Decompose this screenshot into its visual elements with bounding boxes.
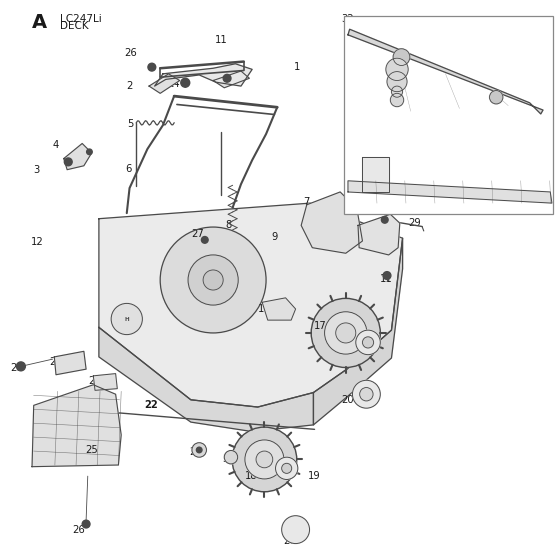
Circle shape [232, 427, 297, 492]
Bar [344, 16, 553, 214]
Text: 2: 2 [127, 81, 133, 91]
Circle shape [352, 380, 380, 408]
Circle shape [223, 74, 231, 82]
Text: 1: 1 [293, 62, 300, 72]
Text: 5: 5 [128, 119, 134, 129]
Polygon shape [99, 328, 314, 432]
Text: 22: 22 [144, 400, 157, 410]
Circle shape [386, 58, 408, 81]
Text: 16: 16 [258, 304, 271, 314]
Text: 33: 33 [349, 92, 361, 102]
Polygon shape [348, 29, 543, 114]
Text: 4: 4 [53, 140, 59, 150]
Circle shape [362, 337, 374, 348]
Text: 29: 29 [408, 218, 421, 228]
Text: 3: 3 [33, 165, 39, 175]
Polygon shape [314, 238, 403, 425]
Circle shape [197, 447, 202, 452]
Text: 25: 25 [85, 445, 98, 455]
Polygon shape [64, 143, 92, 170]
Circle shape [82, 520, 90, 528]
Text: 17: 17 [314, 321, 326, 331]
Circle shape [356, 330, 380, 354]
Text: 23: 23 [88, 376, 101, 386]
Text: 32: 32 [342, 14, 354, 24]
Circle shape [64, 158, 72, 166]
Polygon shape [348, 181, 552, 203]
Text: 13: 13 [367, 207, 380, 217]
Circle shape [391, 86, 403, 97]
Circle shape [181, 78, 190, 87]
Polygon shape [94, 374, 117, 390]
Circle shape [311, 298, 380, 367]
Polygon shape [301, 192, 362, 253]
Circle shape [489, 91, 503, 104]
Circle shape [192, 443, 207, 457]
Text: 20: 20 [342, 395, 354, 405]
Text: 31: 31 [349, 81, 362, 91]
Text: LC247Li: LC247Li [60, 14, 102, 24]
Polygon shape [99, 203, 403, 407]
Text: 35: 35 [349, 113, 362, 122]
Circle shape [16, 362, 25, 371]
Polygon shape [32, 385, 121, 466]
Polygon shape [149, 74, 180, 94]
Text: 34: 34 [349, 102, 361, 112]
Circle shape [325, 312, 367, 354]
Text: 19: 19 [345, 343, 358, 353]
Circle shape [390, 94, 404, 107]
Circle shape [336, 323, 356, 343]
Polygon shape [262, 298, 296, 320]
Circle shape [393, 49, 410, 66]
Text: 27: 27 [191, 229, 204, 239]
Text: 26: 26 [124, 48, 137, 58]
Circle shape [383, 272, 391, 279]
Polygon shape [155, 64, 252, 86]
Text: 7: 7 [304, 197, 310, 207]
Text: DECK: DECK [60, 21, 88, 31]
Text: 9: 9 [271, 231, 278, 241]
Circle shape [87, 149, 92, 155]
Circle shape [160, 227, 266, 333]
Circle shape [111, 304, 142, 335]
Circle shape [360, 388, 373, 401]
Polygon shape [358, 214, 400, 255]
Text: 28: 28 [11, 363, 24, 373]
Text: 18: 18 [245, 471, 258, 481]
Polygon shape [362, 157, 389, 192]
Circle shape [282, 516, 310, 544]
Text: 24: 24 [50, 357, 62, 367]
Polygon shape [54, 351, 86, 375]
Text: 20: 20 [284, 536, 296, 546]
Circle shape [188, 255, 238, 305]
Text: 12: 12 [31, 237, 44, 247]
Circle shape [381, 217, 388, 223]
Text: A: A [32, 13, 47, 32]
Circle shape [202, 236, 208, 243]
Text: 19: 19 [308, 471, 321, 481]
Circle shape [276, 457, 298, 479]
Text: 6: 6 [125, 164, 132, 174]
Circle shape [224, 450, 237, 464]
Text: 8: 8 [226, 221, 232, 230]
Circle shape [387, 72, 407, 92]
Circle shape [256, 451, 273, 468]
Text: 26: 26 [72, 525, 85, 535]
Text: 11: 11 [380, 274, 392, 284]
Circle shape [282, 463, 292, 473]
Text: 21: 21 [189, 447, 202, 456]
Text: 10: 10 [367, 241, 380, 251]
Text: 14: 14 [168, 79, 180, 89]
Text: 15: 15 [221, 68, 234, 78]
Circle shape [148, 63, 156, 71]
Text: 30: 30 [222, 454, 235, 464]
Text: H: H [124, 316, 129, 321]
Circle shape [203, 270, 223, 290]
Text: 11: 11 [215, 35, 228, 45]
Circle shape [245, 440, 284, 479]
Polygon shape [213, 71, 249, 88]
